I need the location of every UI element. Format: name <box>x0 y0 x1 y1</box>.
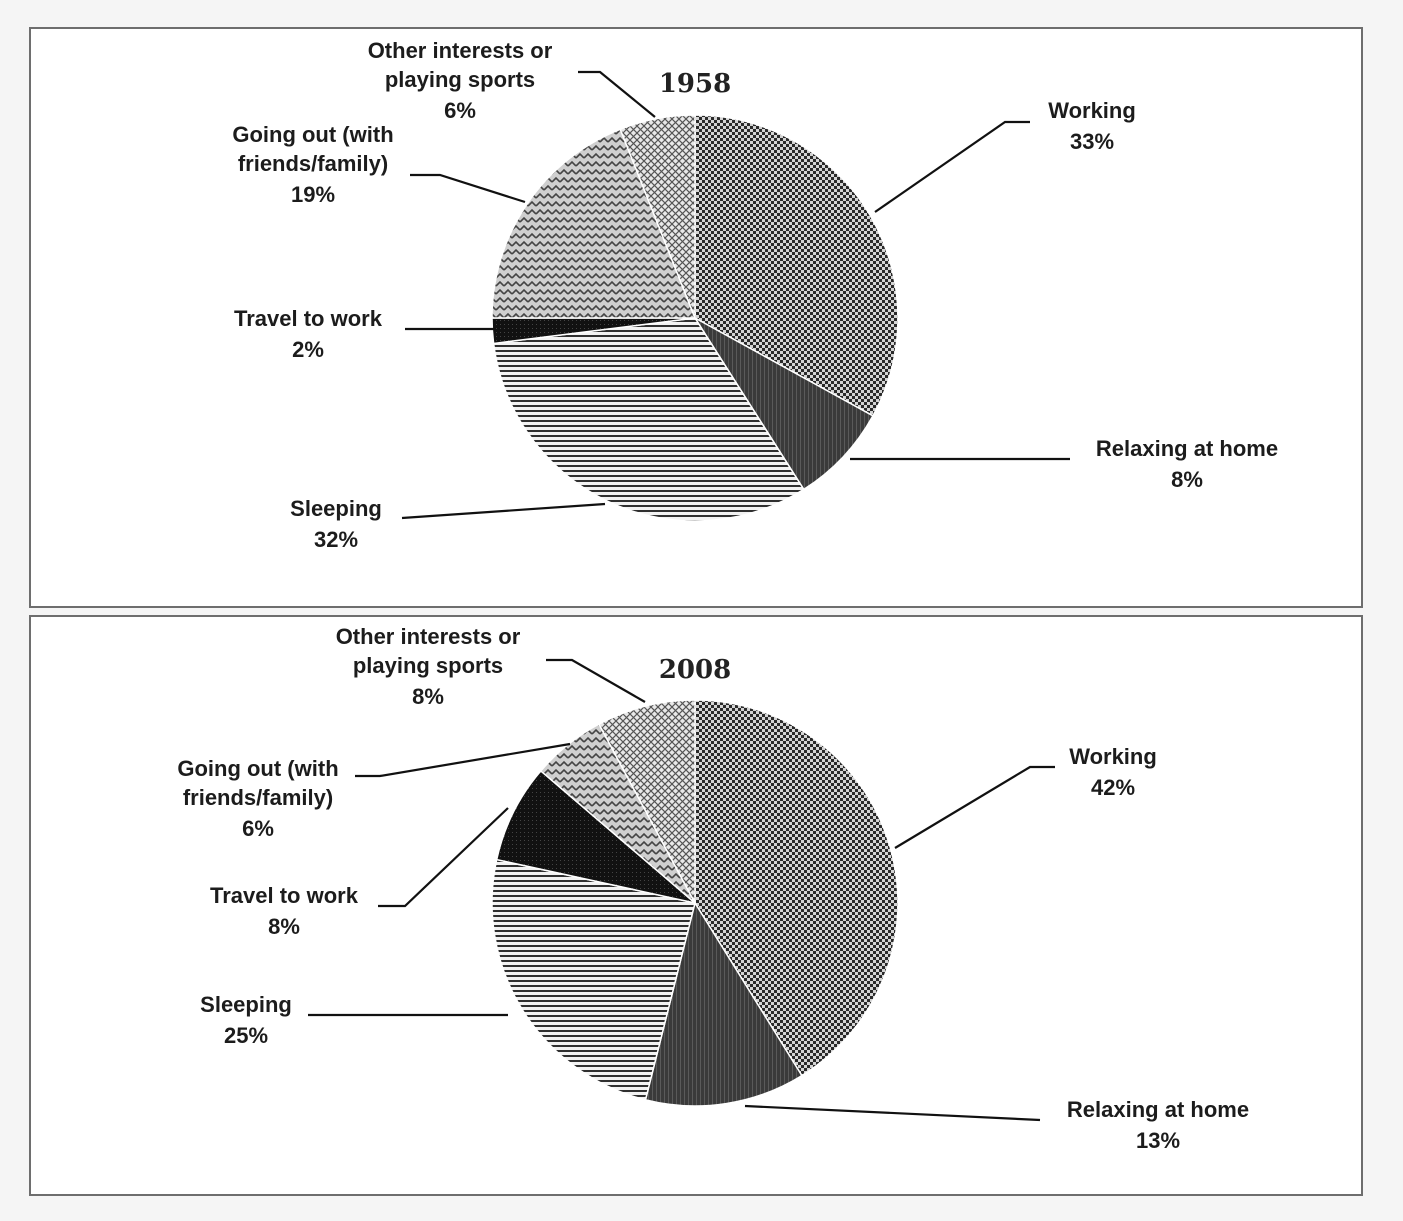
slice-label-text: Sleeping <box>200 992 292 1017</box>
slice-label-travel: Travel to work 2% <box>234 306 383 362</box>
slice-value-label: 8% <box>268 914 300 939</box>
slice-label-relaxing: Relaxing at home 13% <box>1067 1097 1249 1153</box>
slice-label-other: Other interests or playing sports 8% <box>336 624 521 709</box>
pie-slice-other <box>597 699 696 904</box>
pie-slice-goingout <box>491 128 697 319</box>
slice-label-text: Other interests or <box>336 624 521 649</box>
slice-label-other: Other interests or playing sports 6% <box>368 38 553 123</box>
slice-value-label: 25% <box>224 1023 268 1048</box>
leader-line-working <box>894 765 1055 849</box>
slice-label-relaxing: Relaxing at home 8% <box>1096 436 1278 492</box>
pie-slice-working <box>694 699 899 1077</box>
slice-value-label: 13% <box>1136 1128 1180 1153</box>
leader-line-other <box>546 658 646 703</box>
pie-slice-relaxing <box>694 317 874 491</box>
leader-line-other <box>578 70 656 118</box>
leader-line-working <box>874 120 1030 213</box>
pie-slice-sleeping <box>491 858 696 1101</box>
pie-slice-other <box>619 114 696 319</box>
slice-value-label: 6% <box>242 816 274 841</box>
slice-value-label: 32% <box>314 527 358 552</box>
slice-label-working: Working 42% <box>1069 744 1157 800</box>
slice-label-text: Relaxing at home <box>1067 1097 1249 1122</box>
leader-line-travel <box>378 807 509 908</box>
pie-slice-travel <box>495 769 696 904</box>
slice-label-travel: Travel to work 8% <box>210 883 359 939</box>
slice-label-text: playing sports <box>353 653 503 678</box>
slice-label-sleeping: Sleeping 32% <box>290 496 382 552</box>
slice-label-text: Working <box>1048 98 1136 123</box>
slice-value-label: 19% <box>291 182 335 207</box>
slice-value-label: 6% <box>444 98 476 123</box>
slice-label-text: Going out (with <box>232 122 393 147</box>
slice-value-label: 33% <box>1070 129 1114 154</box>
slice-label-working: Working 33% <box>1048 98 1136 154</box>
slice-label-text: Travel to work <box>234 306 383 331</box>
slice-label-text: Working <box>1069 744 1157 769</box>
slice-label-goingout: Going out (with friends/family) 6% <box>177 756 338 841</box>
slice-label-goingout: Going out (with friends/family) 19% <box>232 122 393 207</box>
pie-chart-2008: Working 42% Relaxing at home 13% Sleeping 25%… <box>177 624 1249 1153</box>
slice-label-sleeping: Sleeping 25% <box>200 992 292 1048</box>
slice-label-text: Relaxing at home <box>1096 436 1278 461</box>
slice-label-text: Other interests or <box>368 38 553 63</box>
pie-slice-relaxing <box>644 901 803 1107</box>
pie-slice-sleeping <box>492 317 805 522</box>
slice-label-text: playing sports <box>385 67 535 92</box>
slice-value-label: 42% <box>1091 775 1135 800</box>
slice-value-label: 2% <box>292 337 324 362</box>
pie-slice-working <box>694 114 899 417</box>
leader-line-goingout <box>355 742 571 778</box>
slice-value-label: 8% <box>1171 467 1203 492</box>
pie-chart-1958: Working 33% Relaxing at home 8% Sleeping 32% T… <box>232 38 1278 552</box>
leader-line-goingout <box>410 173 526 204</box>
leader-line-sleeping <box>401 502 606 520</box>
slice-label-text: Sleeping <box>290 496 382 521</box>
slice-value-label: 8% <box>412 684 444 709</box>
slice-label-text: friends/family) <box>183 785 333 810</box>
slice-label-text: friends/family) <box>238 151 388 176</box>
slice-label-text: Going out (with <box>177 756 338 781</box>
slice-label-text: Travel to work <box>210 883 359 908</box>
chart-title: 2008 <box>659 655 731 685</box>
leader-line-relaxing <box>744 1104 1041 1122</box>
chart-title: 1958 <box>659 69 731 99</box>
